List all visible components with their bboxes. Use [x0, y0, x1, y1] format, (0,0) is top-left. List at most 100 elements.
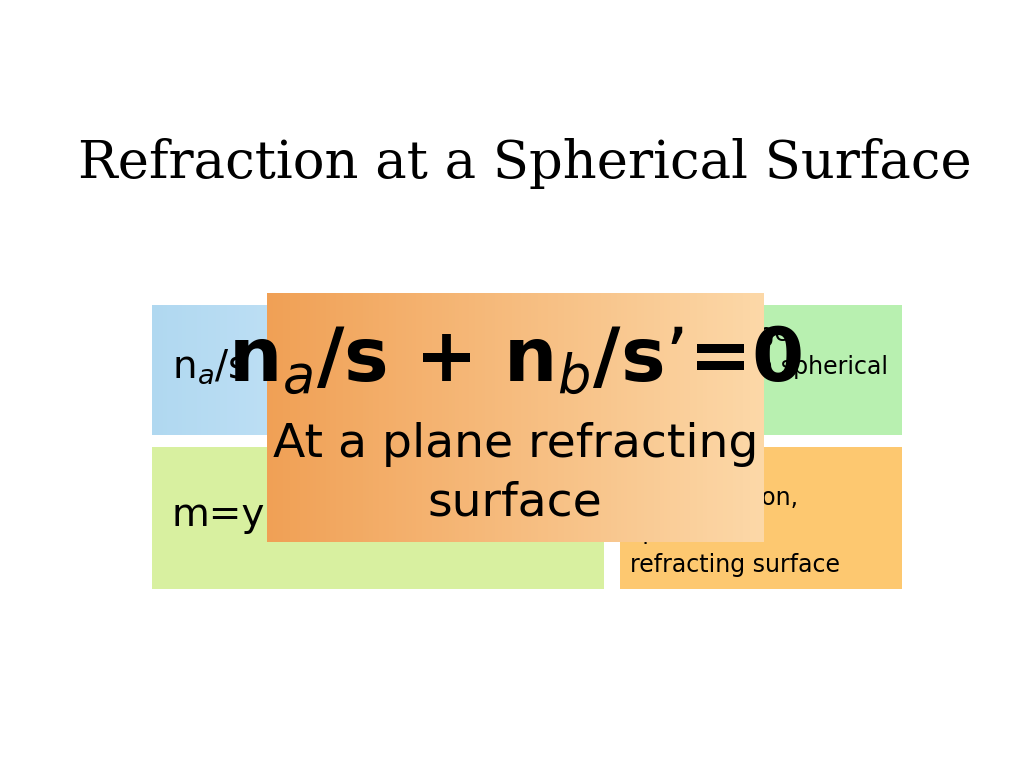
- Bar: [223, 305, 228, 435]
- Bar: [538, 293, 542, 541]
- Bar: [379, 293, 383, 541]
- Bar: [393, 305, 397, 435]
- Bar: [524, 293, 529, 541]
- Bar: [647, 293, 651, 541]
- Bar: [476, 305, 480, 435]
- Bar: [333, 305, 337, 435]
- Bar: [641, 293, 645, 541]
- Bar: [389, 293, 393, 541]
- Bar: [432, 293, 436, 541]
- Bar: [212, 305, 217, 435]
- Bar: [416, 293, 420, 541]
- Bar: [346, 293, 350, 541]
- Bar: [574, 305, 579, 435]
- Text: At a plane refracting
surface: At a plane refracting surface: [272, 422, 758, 525]
- Bar: [396, 293, 400, 541]
- Bar: [420, 305, 424, 435]
- Bar: [216, 305, 220, 435]
- Bar: [197, 305, 202, 435]
- Bar: [495, 293, 499, 541]
- Bar: [582, 305, 586, 435]
- Bar: [400, 305, 406, 435]
- Bar: [617, 293, 622, 541]
- Bar: [406, 293, 410, 541]
- Bar: [385, 305, 390, 435]
- Bar: [284, 293, 288, 541]
- Bar: [322, 305, 326, 435]
- Bar: [581, 293, 585, 541]
- Bar: [598, 293, 602, 541]
- Bar: [604, 293, 608, 541]
- Bar: [717, 293, 721, 541]
- Bar: [293, 293, 297, 541]
- Bar: [637, 293, 641, 541]
- Bar: [472, 305, 477, 435]
- Bar: [254, 305, 258, 435]
- Bar: [634, 293, 638, 541]
- Bar: [465, 293, 469, 541]
- Bar: [234, 305, 240, 435]
- Bar: [674, 293, 678, 541]
- Bar: [495, 305, 500, 435]
- Bar: [267, 293, 271, 541]
- Text: Object-image
relation at a spherical
surface: Object-image relation at a spherical sur…: [631, 322, 889, 412]
- Bar: [367, 293, 371, 541]
- Bar: [174, 305, 179, 435]
- Bar: [306, 305, 311, 435]
- Bar: [454, 305, 458, 435]
- Bar: [730, 293, 734, 541]
- Bar: [535, 293, 539, 541]
- Bar: [349, 293, 353, 541]
- Bar: [571, 293, 575, 541]
- Bar: [492, 293, 496, 541]
- Bar: [680, 293, 684, 541]
- Bar: [431, 305, 435, 435]
- Bar: [485, 293, 489, 541]
- Bar: [429, 293, 433, 541]
- Text: n$_a$/s +: n$_a$/s +: [172, 348, 295, 386]
- Bar: [650, 293, 654, 541]
- Bar: [631, 293, 635, 541]
- Bar: [272, 305, 278, 435]
- Bar: [409, 293, 413, 541]
- Bar: [456, 293, 460, 541]
- Bar: [416, 305, 420, 435]
- Bar: [152, 447, 604, 589]
- Bar: [589, 305, 594, 435]
- Bar: [690, 293, 694, 541]
- Bar: [402, 293, 407, 541]
- Bar: [290, 293, 294, 541]
- Bar: [684, 293, 688, 541]
- Bar: [291, 305, 296, 435]
- Text: m=y': m=y': [172, 496, 275, 534]
- Bar: [362, 305, 368, 435]
- Bar: [667, 293, 671, 541]
- Bar: [452, 293, 456, 541]
- Bar: [743, 293, 748, 541]
- Bar: [330, 293, 334, 541]
- Bar: [340, 293, 344, 541]
- Bar: [163, 305, 168, 435]
- Text: Lateral
magnification,
spherical
refracting surface: Lateral magnification, spherical refract…: [631, 452, 841, 578]
- Bar: [465, 305, 469, 435]
- Bar: [578, 293, 582, 541]
- Bar: [265, 305, 269, 435]
- Bar: [257, 305, 262, 435]
- Bar: [551, 293, 555, 541]
- Bar: [327, 293, 331, 541]
- Bar: [594, 293, 598, 541]
- Bar: [472, 293, 476, 541]
- Bar: [362, 293, 367, 541]
- Bar: [753, 293, 757, 541]
- Bar: [671, 293, 675, 541]
- Bar: [373, 293, 377, 541]
- Bar: [382, 305, 386, 435]
- Bar: [359, 293, 364, 541]
- Bar: [426, 293, 430, 541]
- Bar: [746, 293, 751, 541]
- Bar: [508, 293, 512, 541]
- Bar: [413, 293, 417, 541]
- Bar: [376, 293, 380, 541]
- Bar: [475, 293, 479, 541]
- Bar: [521, 293, 525, 541]
